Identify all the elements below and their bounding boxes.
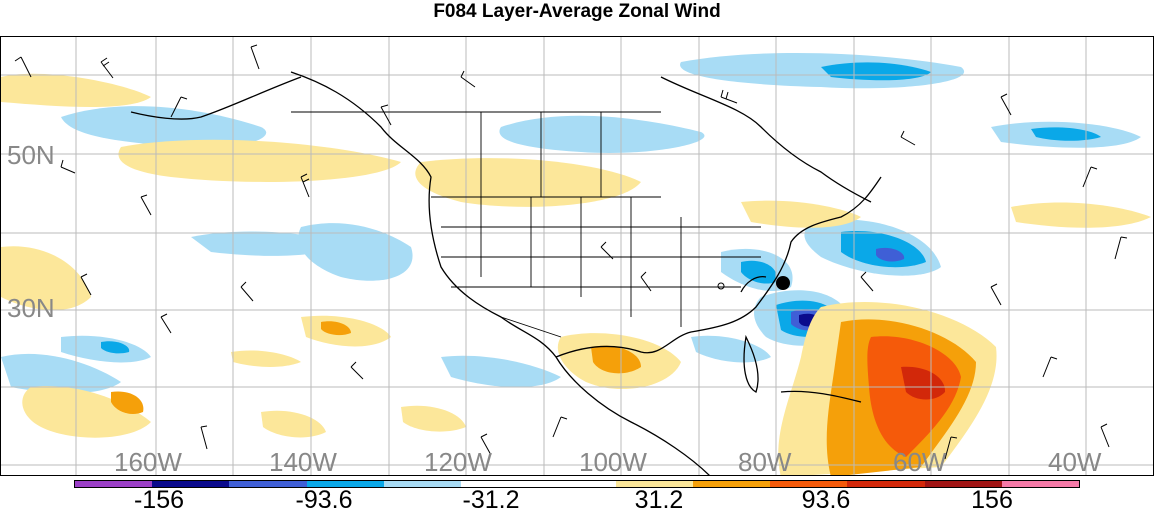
colorbar (74, 480, 1080, 488)
lon-label-160w: 160W (114, 447, 182, 476)
lat-label-30n: 30N (7, 293, 55, 323)
colorbar-swatch (615, 481, 693, 487)
colorbar-label: 31.2 (634, 486, 684, 514)
colorbar-label: -31.2 (462, 486, 520, 514)
colorbar-label: -93.6 (295, 486, 353, 514)
colorbar-swatch (770, 481, 848, 487)
positive-wind-shading (1, 73, 1151, 475)
colorbar-swatch (75, 481, 153, 487)
colorbar-swatch (152, 481, 230, 487)
lon-label-80w: 80W (738, 447, 792, 476)
station-marker-small (717, 282, 725, 290)
lat-label-50n: 50N (7, 140, 55, 170)
lon-label-40w: 40W (1048, 447, 1102, 476)
colorbar-swatch (306, 481, 384, 487)
lon-label-120w: 120W (424, 447, 492, 476)
map-canvas (1, 37, 1153, 475)
colorbar-label: 156 (971, 486, 1013, 514)
colorbar-swatch (924, 481, 1002, 487)
colorbar-label: -156 (133, 486, 185, 514)
wind-barbs (14, 44, 1128, 460)
lon-label-60w: 60W (893, 447, 947, 476)
colorbar-label: 93.6 (801, 486, 851, 514)
negative-wind-shading (1, 52, 1141, 394)
coastlines (130, 71, 882, 475)
station-marker (776, 276, 790, 290)
colorbar-swatch (461, 481, 539, 487)
colorbar-swatch (229, 481, 307, 487)
colorbar-swatch (383, 481, 462, 487)
lon-label-100w: 100W (579, 447, 647, 476)
political-borders (291, 111, 761, 338)
colorbar-swatch (847, 481, 925, 487)
chart-title: F084 Layer-Average Zonal Wind (433, 1, 721, 22)
colorbar-swatch (1001, 481, 1080, 487)
lon-label-140w: 140W (269, 447, 337, 476)
graticule (1, 37, 1153, 475)
colorbar-swatch (538, 481, 616, 487)
colorbar-swatch (692, 481, 771, 487)
map-panel: 50N 30N 160W 140W 120W 100W 80W 60W 40W (0, 36, 1154, 476)
